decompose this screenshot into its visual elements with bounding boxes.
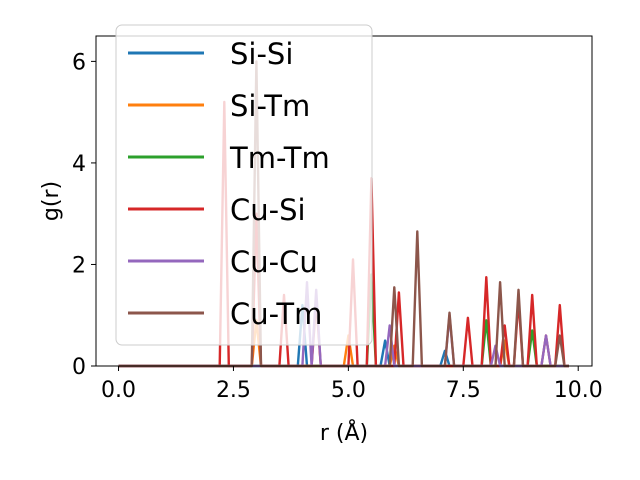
x-axis-label: r (Å) — [320, 419, 368, 446]
y-axis-ticks: 0 2 4 6 — [72, 50, 96, 380]
legend-label: Cu-Cu — [230, 245, 318, 279]
legend-label: Cu-Si — [230, 193, 306, 227]
legend-entry-si-tm: Si-Tm — [128, 89, 310, 123]
legend-entry-tm-tm: Tm-Tm — [128, 141, 330, 175]
legend-entry-cu-tm: Cu-Tm — [128, 297, 322, 331]
x-tick-label: 5.0 — [331, 378, 366, 403]
legend-label: Si-Tm — [230, 89, 310, 123]
y-tick-label: 4 — [72, 152, 86, 177]
y-tick-label: 0 — [72, 355, 86, 380]
x-tick-label: 2.5 — [216, 378, 251, 403]
x-tick-label: 10.0 — [554, 378, 603, 403]
legend-label: Cu-Tm — [230, 297, 322, 331]
legend-label: Si-Si — [230, 37, 293, 71]
legend-entry-si-si: Si-Si — [128, 37, 293, 71]
legend-label: Tm-Tm — [229, 141, 330, 175]
y-axis-label: g(r) — [39, 181, 64, 221]
y-tick-label: 6 — [72, 50, 86, 75]
x-tick-label: 0.0 — [101, 378, 136, 403]
legend-entry-cu-cu: Cu-Cu — [128, 245, 318, 279]
legend-items: Si-Si Si-Tm Tm-Tm Cu-Si Cu-Cu Cu-Tm — [128, 37, 330, 331]
x-axis-ticks: 0.0 2.5 5.0 7.5 10.0 — [101, 366, 603, 403]
legend-entry-cu-si: Cu-Si — [128, 193, 306, 227]
x-tick-label: 7.5 — [446, 378, 481, 403]
y-tick-label: 2 — [72, 253, 86, 278]
legend: Si-Si Si-Tm Tm-Tm Cu-Si Cu-Cu Cu-Tm — [115, 24, 373, 346]
